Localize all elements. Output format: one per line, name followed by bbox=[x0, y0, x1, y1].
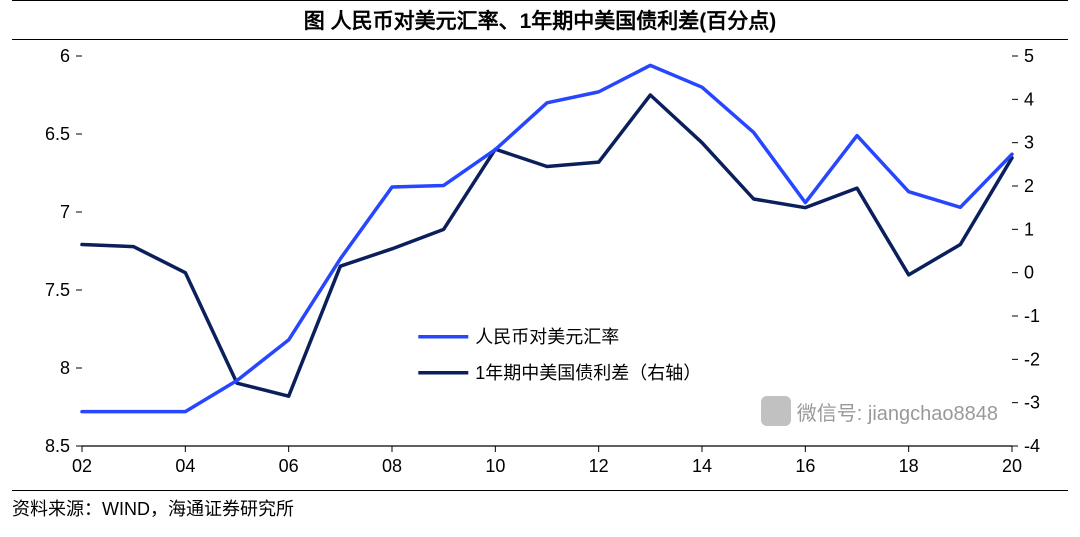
x-label: 02 bbox=[72, 456, 92, 476]
y-left-label: 8 bbox=[60, 358, 70, 378]
chart-svg: 66.577.588.5-4-3-2-101234502040608101214… bbox=[12, 46, 1068, 486]
y-right-label: -2 bbox=[1024, 349, 1040, 369]
y-right-label: 5 bbox=[1024, 46, 1034, 66]
y-right-label: -1 bbox=[1024, 306, 1040, 326]
y-left-label: 7.5 bbox=[45, 280, 70, 300]
y-right-label: 1 bbox=[1024, 219, 1034, 239]
source-line: 资料来源：WIND，海通证券研究所 bbox=[12, 490, 1068, 521]
chart-title-bar: 图 人民币对美元汇率、1年期中美国债利差(百分点) bbox=[12, 0, 1068, 40]
y-right-label: 4 bbox=[1024, 89, 1034, 109]
series-fx-line bbox=[82, 65, 1012, 411]
y-right-label: 0 bbox=[1024, 263, 1034, 283]
source-text: 资料来源：WIND，海通证券研究所 bbox=[12, 499, 294, 519]
x-label: 18 bbox=[899, 456, 919, 476]
legend-label-fx: 人民币对美元汇率 bbox=[475, 327, 619, 347]
x-label: 10 bbox=[485, 456, 505, 476]
y-left-label: 8.5 bbox=[45, 436, 70, 456]
chart-title: 图 人民币对美元汇率、1年期中美国债利差(百分点) bbox=[304, 10, 777, 33]
y-right-label: 3 bbox=[1024, 133, 1034, 153]
x-label: 08 bbox=[382, 456, 402, 476]
y-left-label: 7 bbox=[60, 202, 70, 222]
x-label: 14 bbox=[692, 456, 712, 476]
series-spread-line bbox=[82, 95, 1012, 396]
x-label: 12 bbox=[589, 456, 609, 476]
x-label: 04 bbox=[175, 456, 195, 476]
y-right-label: -4 bbox=[1024, 436, 1040, 456]
y-left-label: 6 bbox=[60, 46, 70, 66]
chart-container: 66.577.588.5-4-3-2-101234502040608101214… bbox=[12, 46, 1068, 486]
y-right-label: 2 bbox=[1024, 176, 1034, 196]
x-label: 20 bbox=[1002, 456, 1022, 476]
legend-label-spread: 1年期中美国债利差（右轴） bbox=[475, 363, 701, 383]
x-label: 16 bbox=[795, 456, 815, 476]
y-right-label: -3 bbox=[1024, 393, 1040, 413]
x-label: 06 bbox=[279, 456, 299, 476]
y-left-label: 6.5 bbox=[45, 124, 70, 144]
